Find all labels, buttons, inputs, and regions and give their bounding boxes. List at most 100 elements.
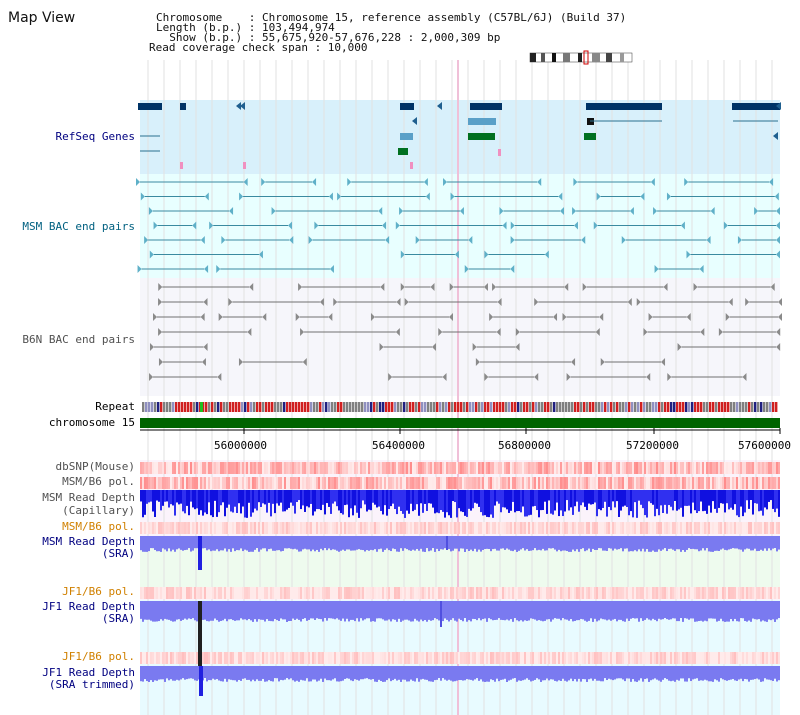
msm-sra-depth-bar [592, 536, 594, 549]
jf1-sra-depth-bar [172, 601, 174, 622]
track-label-refseq-genes[interactable]: RefSeq Genes [55, 130, 135, 143]
track-label-jf1-read-depth-sra[interactable]: JF1 Read Depth [42, 600, 135, 613]
msm-capillary-depth-bar [186, 490, 188, 506]
msm-sra-depth-bar [696, 536, 698, 550]
b6n-bac-end-marker [380, 283, 385, 291]
track-label-msm-bac-end-pairs[interactable]: MSM BAC end pairs [22, 220, 135, 233]
track-label-msm-b6-pol-1[interactable]: MSM/B6 pol. [62, 475, 135, 488]
jf1-b6-pol-heat-cell [398, 652, 400, 664]
msm-sra-depth-bar [540, 536, 542, 551]
msm-capillary-depth-bar [270, 490, 272, 517]
jf1-sra-depth-bar [566, 601, 568, 620]
msm-capillary-depth-bar [684, 490, 686, 506]
jf1-b6-pol-heat-cell [150, 652, 152, 664]
jf1-sra-depth-bar [482, 601, 484, 620]
track-label-msm-read-depth-capillary[interactable]: MSM Read Depth [42, 491, 135, 504]
dbsnp-heat-cell [438, 462, 440, 474]
track-label-jf1-read-depth-sra-trimmed[interactable]: JF1 Read Depth [42, 666, 135, 679]
track-label-repeat[interactable]: Repeat [95, 400, 135, 413]
jf1-sra-trimmed-depth-bar [314, 666, 316, 680]
b6n-bac-end-marker [515, 343, 520, 351]
msm-sra-depth-bar [480, 536, 482, 552]
track-label-b6n-bac-end-pairs[interactable]: B6N BAC end pairs [22, 333, 135, 346]
msm-b6-pol-heat-cell [638, 522, 640, 534]
track-label-jf1-b6-pol-2[interactable]: JF1/B6 pol. [62, 650, 135, 663]
jf1-b6-pol-heat-cell [568, 652, 570, 664]
jf1-sra-trimmed-depth-bar [704, 666, 706, 680]
msm-b6-pol-heat-cell [722, 522, 724, 534]
msm-capillary-depth-bar [778, 490, 780, 517]
msm-b6-pol-heat-cell [608, 522, 610, 534]
repeat-element [307, 402, 310, 412]
msm-b6-pol-heat-cell [686, 477, 688, 489]
msm-b6-pol-heat-cell [564, 477, 566, 489]
jf1-sra-trimmed-depth-bar [146, 666, 148, 682]
msm-capillary-depth-bar [612, 490, 614, 502]
jf1-b6-pol-heat-cell [426, 587, 428, 599]
jf1-sra-depth-bar [654, 601, 656, 620]
track-label-msm-b6-pol-2[interactable]: MSM/B6 pol. [62, 520, 135, 533]
jf1-sra-depth-bar [220, 601, 222, 621]
msm-capillary-depth-bar [406, 490, 408, 511]
track-label-msm-read-depth-sra[interactable]: MSM Read Depth [42, 535, 135, 548]
repeat-element [721, 402, 724, 412]
repeat-element [376, 402, 379, 412]
jf1-b6-pol-heat-cell [240, 652, 242, 664]
msm-capillary-depth-bar [166, 490, 168, 502]
repeat-element [613, 402, 616, 412]
msm-sra-depth-bar [366, 536, 368, 551]
jf1-b6-pol-heat-cell [530, 652, 532, 664]
repeat-element [556, 402, 559, 412]
msm-b6-pol-heat-cell [340, 477, 342, 489]
msm-b6-pol-heat-cell [500, 522, 502, 534]
msm-b6-pol-heat-cell [612, 477, 614, 489]
jf1-sra-depth-bar [270, 601, 272, 622]
jf1-b6-pol-heat-cell [388, 587, 390, 599]
jf1-sra-trimmed-depth-bar [300, 666, 302, 680]
jf1-b6-pol-heat-cell [184, 587, 186, 599]
jf1-b6-pol-heat-cell [340, 652, 342, 664]
jf1-sra-trimmed-depth-bar [318, 666, 320, 681]
jf1-b6-pol-heat-cell [722, 652, 724, 664]
jf1-sra-trimmed-depth-bar [612, 666, 614, 681]
msm-bac-end-marker [596, 192, 601, 201]
jf1-b6-pol-heat-cell [210, 652, 212, 664]
track-label-chromosome[interactable]: chromosome 15 [48, 416, 135, 429]
msm-b6-pol-heat-cell [618, 477, 620, 489]
dbsnp-heat-cell [632, 462, 634, 474]
msm-b6-pol-heat-cell [148, 477, 150, 489]
msm-b6-pol-heat-cell [248, 477, 250, 489]
jf1-sra-depth-bar [426, 601, 428, 622]
jf1-b6-pol-heat-cell [424, 587, 426, 599]
jf1-sra-depth-bar [466, 601, 468, 622]
msm-b6-pol-heat-cell [240, 522, 242, 534]
dbsnp-heat-cell [202, 462, 204, 474]
msm-sra-depth-bar [164, 536, 166, 550]
jf1-b6-pol-heat-cell [740, 652, 742, 664]
track-label-dbsnp[interactable]: dbSNP(Mouse) [55, 460, 135, 473]
jf1-b6-pol-heat-cell [556, 652, 558, 664]
jf1-sra-trimmed-depth-bar [188, 666, 190, 679]
msm-capillary-depth-bar [718, 490, 720, 508]
msm-b6-pol-heat-cell [254, 522, 256, 534]
msm-capillary-depth-bar [478, 490, 480, 507]
msm-b6-pol-heat-cell [284, 477, 286, 489]
b6n-bac-end-marker [497, 298, 502, 306]
jf1-b6-pol-heat-cell [444, 587, 446, 599]
repeat-element [490, 402, 493, 412]
msm-b6-pol-heat-cell [496, 522, 498, 534]
jf1-b6-pol-heat-cell [164, 587, 166, 599]
jf1-b6-pol-heat-cell [318, 587, 320, 599]
b6n-bac-end-marker [217, 373, 222, 381]
track-label-jf1-b6-pol-1[interactable]: JF1/B6 pol. [62, 585, 135, 598]
jf1-b6-pol-heat-cell [712, 587, 714, 599]
msm-capillary-depth-bar [552, 490, 554, 515]
jf1-b6-pol-heat-cell [748, 587, 750, 599]
jf1-b6-pol-heat-cell [224, 652, 226, 664]
jf1-b6-pol-heat-cell [650, 652, 652, 664]
jf1-b6-pol-heat-cell [622, 587, 624, 599]
jf1-sra-depth-bar [206, 601, 208, 622]
axis-tick-label: 56800000 [498, 439, 551, 452]
jf1-b6-pol-heat-cell [680, 652, 682, 664]
